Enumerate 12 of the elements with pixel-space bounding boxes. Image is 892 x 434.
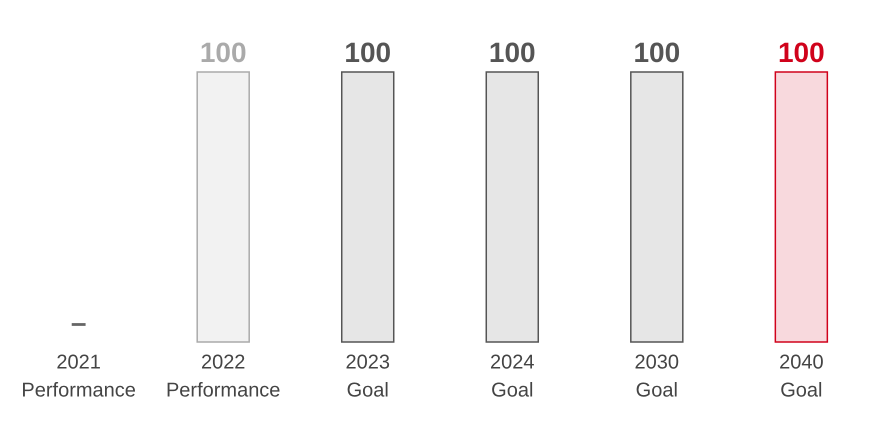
data-label: 100: [488, 37, 536, 68]
data-label: 100: [633, 37, 680, 68]
x-tick-label: 2040 Goal: [779, 352, 824, 402]
data-label: 100: [344, 37, 392, 68]
x-tick-label: 2023 Goal: [345, 352, 390, 402]
text: –: [70, 307, 86, 338]
x-tick-label: 2022 Performance: [166, 352, 280, 402]
data-label: 100: [200, 37, 247, 68]
x-tick-label: 2021 Performance: [21, 352, 136, 402]
data-label: 100: [778, 37, 825, 68]
x-tick-label: 2024 Goal: [490, 352, 535, 402]
x-tick-label: 2030 Goal: [634, 352, 680, 402]
